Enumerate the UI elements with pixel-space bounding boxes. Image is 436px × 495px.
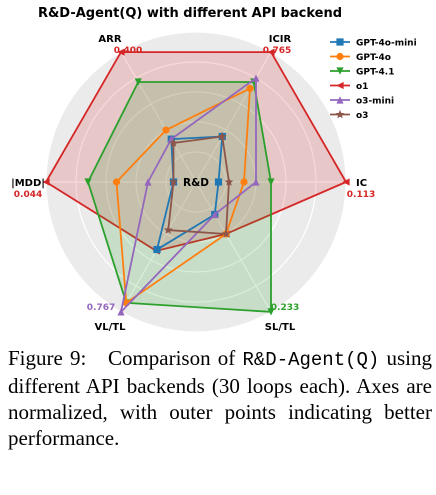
series-point <box>134 78 142 86</box>
series-layer <box>42 48 350 316</box>
series-point <box>217 131 227 141</box>
grid-spoke <box>195 181 272 313</box>
axis-label-0: ARR <box>98 34 121 45</box>
radar-chart: R&D-Agent(Q) with different API backend … <box>11 6 417 333</box>
legend-label: o3-mini <box>356 97 394 107</box>
series-point <box>336 52 344 61</box>
value-label-2: 0.113 <box>347 190 375 200</box>
axis-label-1: ICIR <box>269 34 292 45</box>
grid-spoke <box>195 51 272 183</box>
legend: GPT-4o-mini GPT-4o GPT-4.1 o1 o3-mini o3 <box>330 38 417 121</box>
value-label-1: 0.765 <box>263 46 291 56</box>
series-point <box>169 138 178 147</box>
center-label: R&D <box>183 177 209 189</box>
series-point <box>112 178 121 186</box>
axis-labels: ARR ICIR IC SL/TL VL/TL |MDD| 0.400 0.765 0.113 0… <box>11 34 375 333</box>
series-point <box>211 210 219 219</box>
series-point <box>335 109 345 119</box>
caption-code: R&D-Agent(Q) <box>242 349 380 371</box>
series-point <box>42 178 50 186</box>
caption-text-2: using different API backends (30 loops e… <box>8 346 433 450</box>
value-label-3: 0.233 <box>271 303 299 313</box>
series-point <box>252 74 260 82</box>
series-o3 <box>163 131 234 238</box>
series-point <box>163 225 173 234</box>
series-point <box>252 178 260 186</box>
series-point <box>240 178 248 186</box>
legend-label: GPT-4.1 <box>356 68 394 78</box>
series-point <box>336 38 344 46</box>
figure-label: Figure 9: <box>8 346 87 370</box>
axis-label-4: VL/TL <box>95 322 127 333</box>
legend-item: o3-mini <box>330 96 394 107</box>
series-point <box>144 178 152 186</box>
legend-label: o1 <box>356 82 368 92</box>
legend-item: GPT-4o-mini <box>330 38 417 49</box>
series-point <box>342 178 350 186</box>
value-label-4: 0.767 <box>87 303 115 313</box>
caption-text-1: Comparison of <box>107 346 243 370</box>
legend-item: o3 <box>330 109 368 121</box>
series-point <box>214 178 223 186</box>
legend-item: GPT-4o <box>330 52 391 63</box>
series-point <box>267 308 275 316</box>
value-label-5: 0.044 <box>14 190 42 200</box>
series-point <box>153 245 161 254</box>
series-point <box>169 177 178 186</box>
axis-label-5: |MDD| <box>11 178 45 189</box>
series-point <box>336 81 344 90</box>
series-point <box>336 96 344 104</box>
series-point <box>221 229 231 238</box>
axis-label-2: IC <box>356 178 367 189</box>
series-point <box>224 177 234 186</box>
value-label-0: 0.400 <box>114 46 142 56</box>
chart-title: R&D-Agent(Q) with different API backend <box>38 6 342 21</box>
series-point <box>267 178 275 186</box>
legend-label: GPT-4o-mini <box>356 39 417 49</box>
series-point <box>267 48 275 56</box>
series-point <box>336 67 344 75</box>
axis-label-3: SL/TL <box>265 322 296 333</box>
grid-spoke <box>120 51 197 183</box>
legend-item: GPT-4.1 <box>330 67 394 78</box>
series-point <box>117 308 125 316</box>
legend-label: o3 <box>356 111 368 121</box>
series-point <box>246 84 254 93</box>
series-point <box>84 178 92 186</box>
legend-item: o1 <box>330 81 368 92</box>
figure-caption: Figure 9: Comparison of R&D-Agent(Q) usi… <box>8 345 432 451</box>
series-point <box>162 126 170 134</box>
legend-label: GPT-4o <box>356 53 391 63</box>
series-point <box>117 48 125 56</box>
